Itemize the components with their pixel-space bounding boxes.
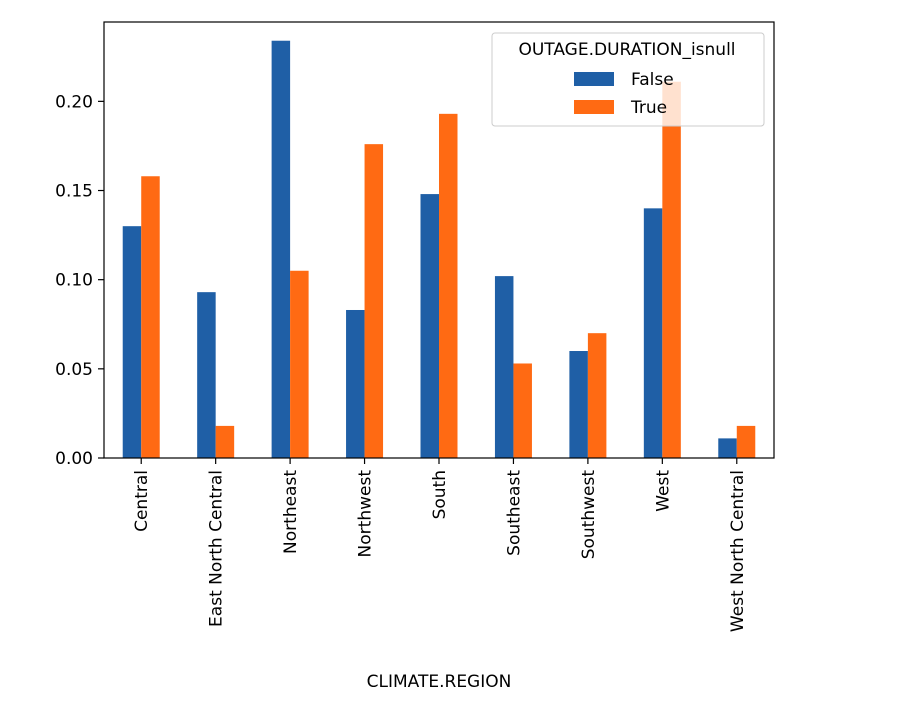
legend-swatch-true bbox=[574, 100, 614, 114]
x-tick-label: West bbox=[653, 470, 673, 512]
y-tick-label: 0.15 bbox=[55, 182, 93, 202]
bar-southwest-false bbox=[569, 351, 588, 458]
bar-west-false bbox=[643, 208, 663, 458]
x-axis: Central East North Central Northeast Northw… bbox=[132, 458, 748, 632]
bar-southeast-true bbox=[513, 363, 532, 458]
bar-central-true bbox=[141, 176, 160, 458]
legend-box bbox=[491, 32, 765, 127]
bar-southwest-true bbox=[587, 333, 607, 458]
bar-west-true bbox=[662, 81, 681, 458]
legend-label-true: True bbox=[630, 98, 667, 118]
x-tick-label: South bbox=[430, 470, 450, 519]
legend-swatch-false bbox=[574, 72, 614, 86]
bar-east-north-central-true bbox=[215, 425, 235, 458]
bars-group bbox=[122, 40, 756, 459]
bar-northwest-false bbox=[346, 309, 365, 458]
legend: OUTAGE.DURATION_isnull False True bbox=[491, 32, 765, 127]
y-tick-label: 0.10 bbox=[55, 271, 93, 291]
x-tick-label: East North Central bbox=[207, 470, 227, 627]
x-tick-label: Southwest bbox=[579, 470, 599, 560]
x-tick-label: Northwest bbox=[356, 470, 376, 558]
legend-items: False True bbox=[574, 70, 674, 118]
x-tick-label: Central bbox=[132, 470, 152, 532]
bar-west-north-central-true bbox=[736, 425, 756, 458]
legend-label-false: False bbox=[631, 70, 674, 90]
bar-east-north-central-false bbox=[197, 292, 216, 458]
y-axis: 0.00 0.05 0.10 0.15 0.20 bbox=[55, 92, 104, 469]
bar-northeast-true bbox=[290, 270, 309, 458]
bar-southeast-false bbox=[494, 276, 514, 458]
bar-northwest-true bbox=[364, 144, 384, 458]
plot-frame bbox=[103, 21, 775, 459]
x-tick-label: West North Central bbox=[728, 470, 748, 632]
y-tick-label: 0.05 bbox=[55, 360, 93, 380]
y-tick-label: 0.00 bbox=[55, 449, 93, 469]
bar-south-false bbox=[420, 194, 439, 459]
x-axis-label: CLIMATE.REGION bbox=[367, 672, 512, 692]
bar-west-north-central-false bbox=[718, 438, 737, 458]
legend-title: OUTAGE.DURATION_isnull bbox=[518, 40, 735, 60]
bar-central-false bbox=[122, 226, 142, 458]
x-tick-label: Southeast bbox=[504, 470, 524, 556]
x-tick-label: Northeast bbox=[281, 470, 301, 554]
bar-south-true bbox=[439, 113, 458, 459]
y-tick-label: 0.20 bbox=[55, 92, 93, 112]
bar-northeast-false bbox=[271, 40, 291, 458]
